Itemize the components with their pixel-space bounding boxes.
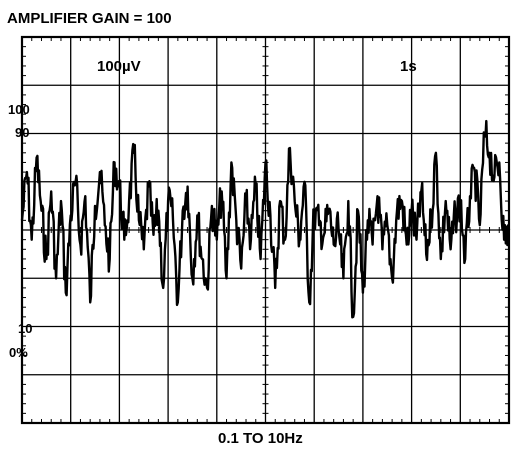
noise-trace	[20, 119, 511, 319]
horizontal-scale-label: 1s	[400, 58, 417, 75]
chart-title: AMPLIFIER GAIN = 100	[7, 10, 172, 27]
x-axis-label: 0.1 TO 10Hz	[218, 430, 303, 447]
marker-100: 100	[8, 102, 30, 117]
